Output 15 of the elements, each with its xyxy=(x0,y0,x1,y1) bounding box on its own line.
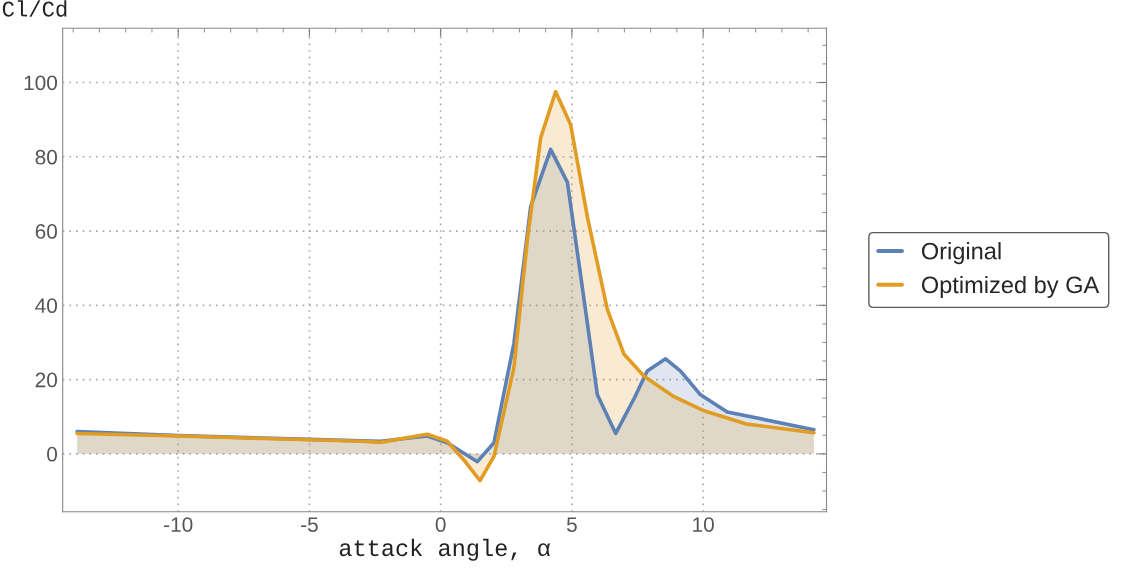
x-axis-title: attack angle, α xyxy=(339,538,551,561)
x-tick-label: -10 xyxy=(164,517,193,532)
x-tick-label: 0 xyxy=(435,517,446,532)
y-axis-title: Cl/Cd xyxy=(2,0,67,17)
y-tick-label: 0 xyxy=(47,446,58,462)
y-tick-label: 80 xyxy=(35,149,58,165)
y-tick-label: 40 xyxy=(35,298,58,314)
y-tick-label: 20 xyxy=(35,372,58,388)
legend-label: Original xyxy=(921,242,1001,265)
x-tick-label: -5 xyxy=(301,517,318,532)
legend-label: Optimized by GA xyxy=(921,275,1100,298)
x-tick-label: 10 xyxy=(693,517,714,532)
y-tick-label: 100 xyxy=(24,75,58,91)
y-tick-label: 60 xyxy=(35,224,58,239)
x-tick-label: 5 xyxy=(566,517,577,532)
